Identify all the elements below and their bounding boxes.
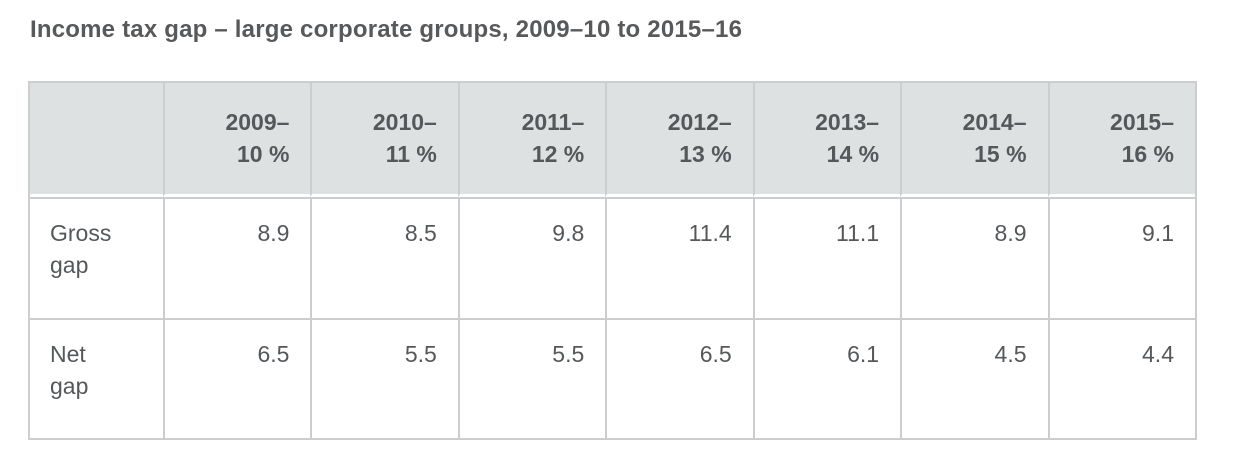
net-gap-value-2012-13: 6.5 — [605, 317, 753, 439]
net-gap-value-2009-10: 6.5 — [163, 317, 311, 439]
table-header-row: 2009– 10 % 2010– 11 % 2011– 12 % 2012– 1… — [30, 83, 1195, 198]
column-header-2011-12: 2011– 12 % — [457, 83, 606, 198]
net-gap-value-2010-11: 5.5 — [310, 317, 458, 439]
table-row-gross-gap: Gross gap 8.9 8.5 9.8 11.4 11.1 8.9 9.1 — [30, 197, 1195, 318]
page-title: Income tax gap – large corporate groups,… — [30, 16, 743, 43]
net-gap-value-2013-14: 6.1 — [752, 317, 901, 439]
gross-gap-value-2015-16: 9.1 — [1047, 197, 1195, 318]
row-label-gross-gap: Gross gap — [30, 197, 163, 318]
column-header-2012-13: 2012– 13 % — [605, 83, 753, 198]
corner-header-cell — [30, 83, 163, 198]
column-header-2014-15: 2014– 15 % — [900, 83, 1048, 198]
gross-gap-value-2011-12: 9.8 — [457, 197, 606, 318]
table-row-net-gap: Net gap 6.5 5.5 5.5 6.5 6.1 4.5 4.4 — [30, 317, 1195, 439]
gross-gap-value-2009-10: 8.9 — [163, 197, 311, 318]
net-gap-value-2011-12: 5.5 — [457, 317, 606, 439]
column-header-2010-11: 2010– 11 % — [310, 83, 458, 198]
income-tax-gap-table: 2009– 10 % 2010– 11 % 2011– 12 % 2012– 1… — [28, 81, 1197, 441]
gross-gap-value-2014-15: 8.9 — [900, 197, 1048, 318]
net-gap-value-2015-16: 4.4 — [1047, 317, 1195, 439]
gross-gap-value-2013-14: 11.1 — [752, 197, 901, 318]
net-gap-value-2014-15: 4.5 — [900, 317, 1048, 439]
gross-gap-value-2010-11: 8.5 — [310, 197, 458, 318]
row-label-net-gap: Net gap — [30, 317, 163, 439]
gross-gap-value-2012-13: 11.4 — [605, 197, 753, 318]
column-header-2009-10: 2009– 10 % — [163, 83, 311, 198]
column-header-2015-16: 2015– 16 % — [1047, 83, 1195, 198]
column-header-2013-14: 2013– 14 % — [752, 83, 901, 198]
